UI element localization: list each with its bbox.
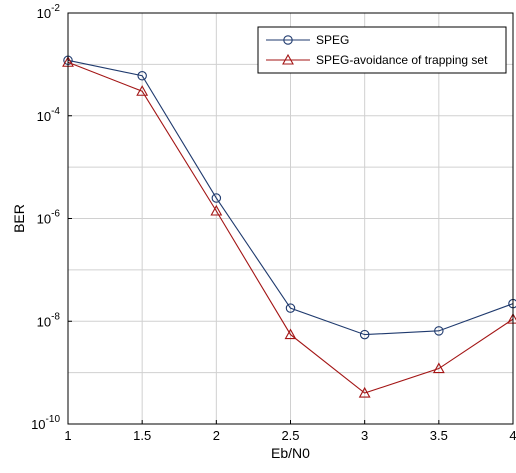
y-axis-label: BER [11, 204, 27, 233]
legend-box [257, 26, 507, 74]
tick-labels: 1 1.5 2 2.5 3 3.5 4 10-10 10-8 10-6 10-4 10-2 [31, 3, 516, 443]
x-tick-label: 2.5 [281, 428, 299, 443]
data-point [137, 71, 147, 81]
data-point [211, 193, 222, 203]
data-point [136, 85, 149, 96]
data-point [284, 328, 297, 340]
data-point [285, 303, 296, 313]
x-tick-label: 1.5 [133, 428, 151, 443]
y-tick-label: 10-8 [37, 311, 61, 329]
data-point [210, 204, 223, 216]
data-point [432, 362, 445, 374]
y-tick-label: 10-10 [31, 414, 60, 432]
data-point [434, 326, 444, 336]
series-line [67, 61, 514, 394]
data-point [358, 386, 371, 398]
data-point [507, 312, 516, 324]
data-point [359, 329, 370, 340]
x-tick-label: 3 [361, 428, 368, 443]
series-2 [62, 56, 516, 398]
axes [67, 12, 514, 425]
x-tick-label: 4 [509, 428, 516, 443]
x-tick-label: 2 [213, 428, 220, 443]
y-tick-label: 10-2 [37, 3, 61, 21]
y-tick-label: 10-4 [37, 106, 61, 124]
x-axis-label: Eb/N0 [271, 445, 310, 461]
x-tick-label: 1 [64, 428, 71, 443]
legend-marker [282, 53, 294, 65]
series-line [67, 59, 514, 336]
series-1 [63, 55, 516, 340]
legend-label: SPEG [316, 33, 349, 47]
series-layer [62, 55, 516, 398]
legend-label: SPEG-avoidance of trapping set [316, 53, 488, 67]
y-tick-label: 10-6 [37, 209, 61, 227]
plot-frame [67, 12, 514, 425]
legend: SPEG SPEG-avoidance of trapping set [257, 26, 507, 74]
grid [67, 12, 514, 425]
legend-marker [283, 35, 293, 45]
x-tick-label: 3.5 [430, 428, 448, 443]
